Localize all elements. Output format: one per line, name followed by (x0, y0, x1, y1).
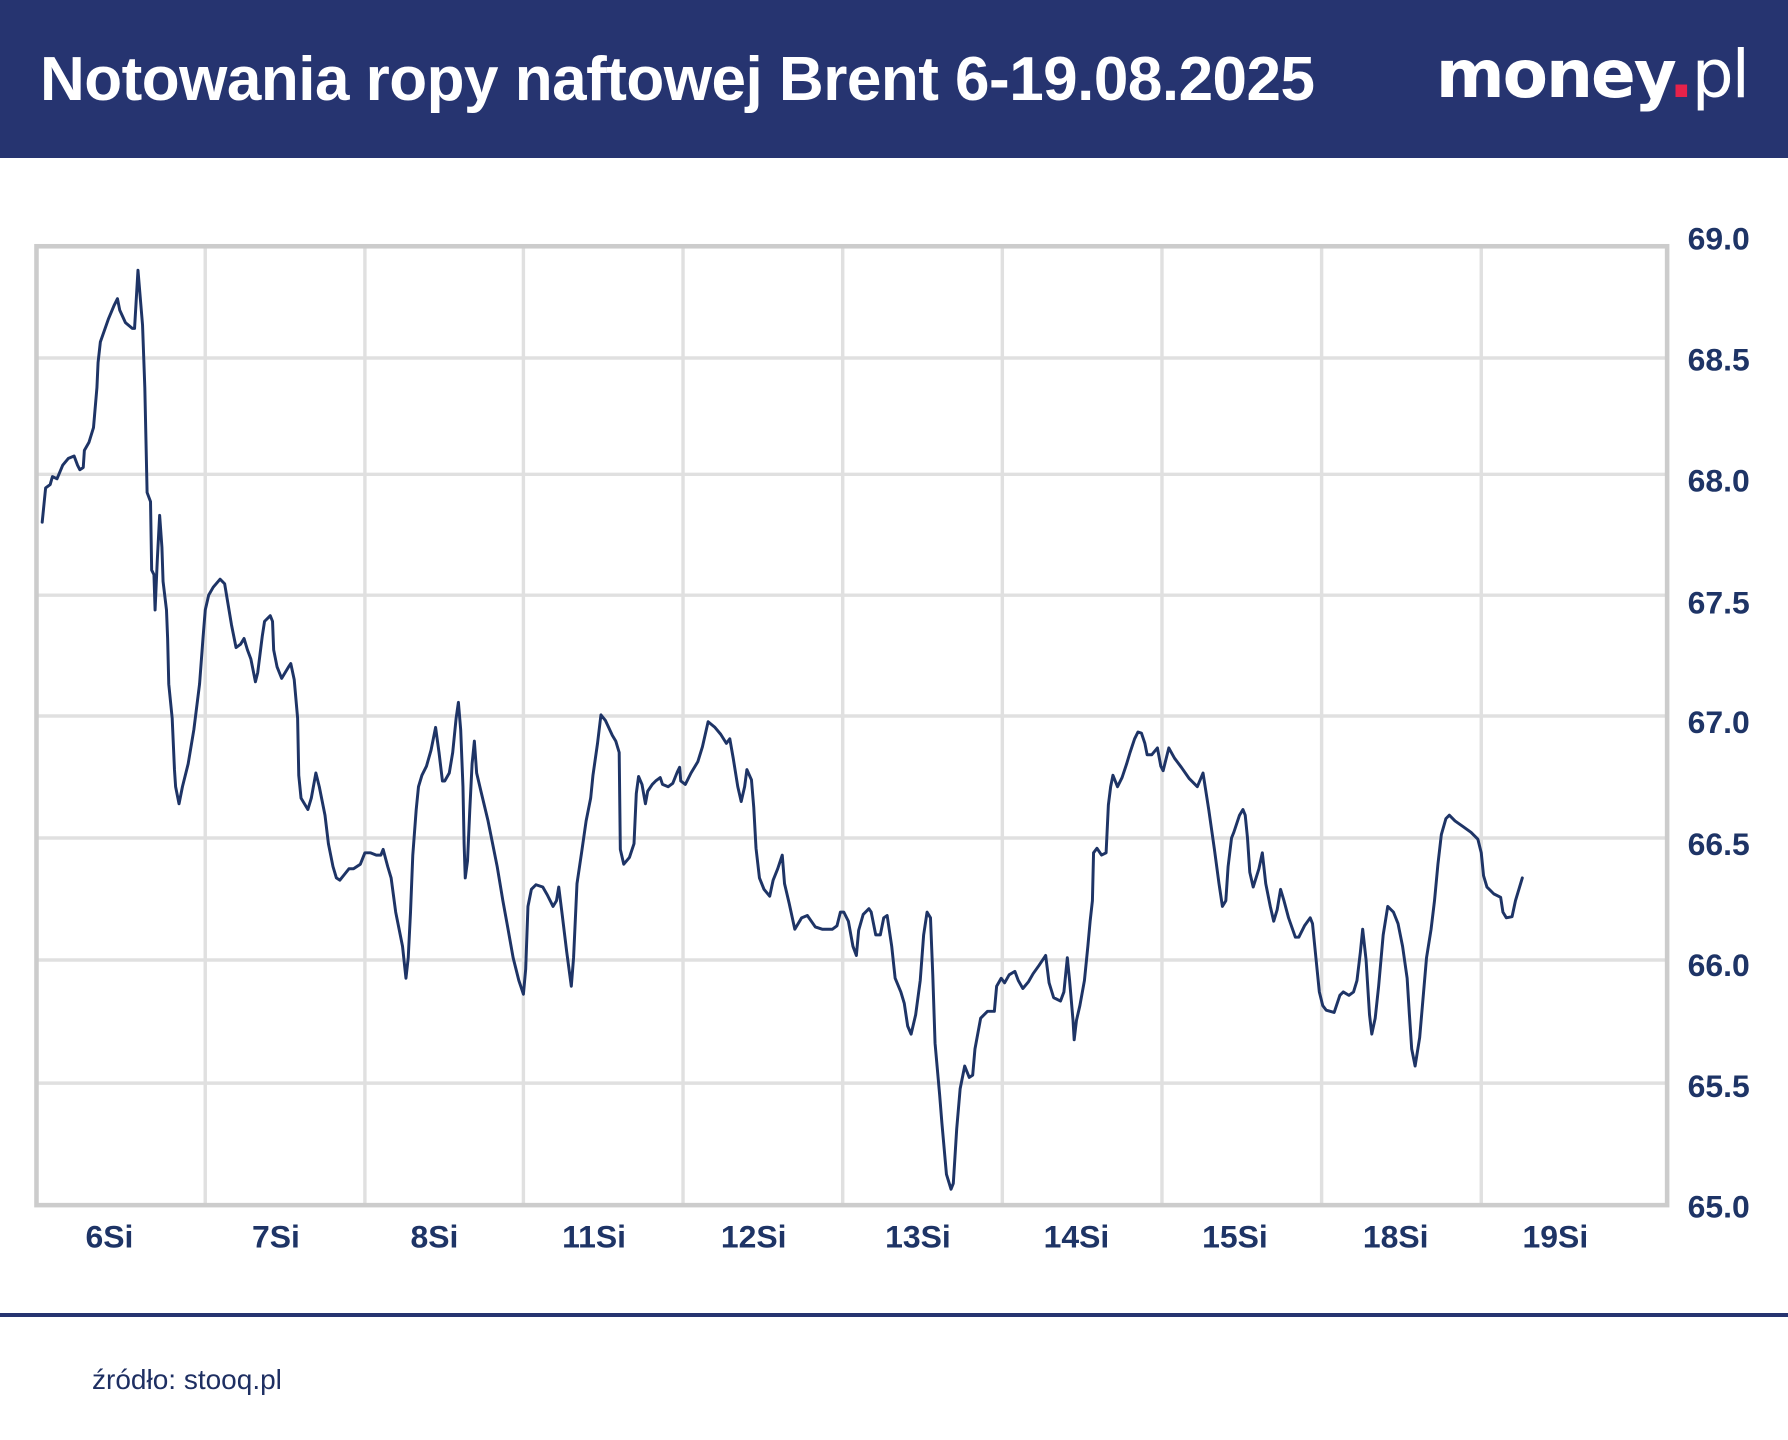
chart-title: Notowania ropy naftowej Brent 6-19.08.20… (40, 45, 1315, 114)
x-tick-label: 12Si (721, 1218, 787, 1254)
x-tick-label: 14Si (1044, 1218, 1110, 1254)
x-tick-label: 15Si (1202, 1218, 1268, 1254)
x-tick-label: 7Si (252, 1218, 300, 1254)
footer-divider (0, 1313, 1788, 1317)
y-tick-label: 69.0 (1688, 221, 1750, 257)
y-tick-label: 65.5 (1688, 1068, 1750, 1104)
source-note: źródło: stooq.pl (92, 1364, 282, 1395)
logo-suffix: pl (1691, 36, 1750, 113)
x-tick-label: 11Si (562, 1218, 626, 1254)
y-axis-labels: 69.0 68.5 68.0 67.5 67.0 66.5 66.0 65.5 … (1688, 221, 1750, 1225)
x-tick-label: 18Si (1363, 1218, 1429, 1254)
money-pl-logo: money.pl (1435, 36, 1750, 113)
y-tick-label: 66.0 (1688, 947, 1750, 983)
y-tick-label: 67.5 (1688, 584, 1750, 620)
x-tick-label: 8Si (411, 1218, 459, 1254)
header-banner: Notowania ropy naftowej Brent 6-19.08.20… (0, 0, 1788, 158)
logo-dot: . (1668, 36, 1694, 113)
y-tick-label: 68.0 (1688, 462, 1750, 498)
y-tick-label: 68.5 (1688, 342, 1750, 378)
plot-border (34, 243, 1670, 1208)
y-tick-label: 67.0 (1688, 704, 1750, 740)
y-tick-label: 66.5 (1688, 826, 1750, 862)
vertical-gridlines (203, 246, 1483, 1206)
x-tick-label: 6Si (86, 1218, 134, 1254)
logo-main: money (1435, 36, 1671, 113)
y-tick-label: 65.0 (1688, 1189, 1750, 1225)
x-tick-label: 13Si (885, 1218, 951, 1254)
x-tick-label: 19Si (1523, 1218, 1589, 1254)
horizontal-gridlines (36, 356, 1668, 1085)
x-axis-labels: 6Si 7Si 8Si 11Si 12Si 13Si 14Si 15Si 18S… (86, 1218, 1589, 1254)
brent-price-line (40, 268, 1524, 1191)
